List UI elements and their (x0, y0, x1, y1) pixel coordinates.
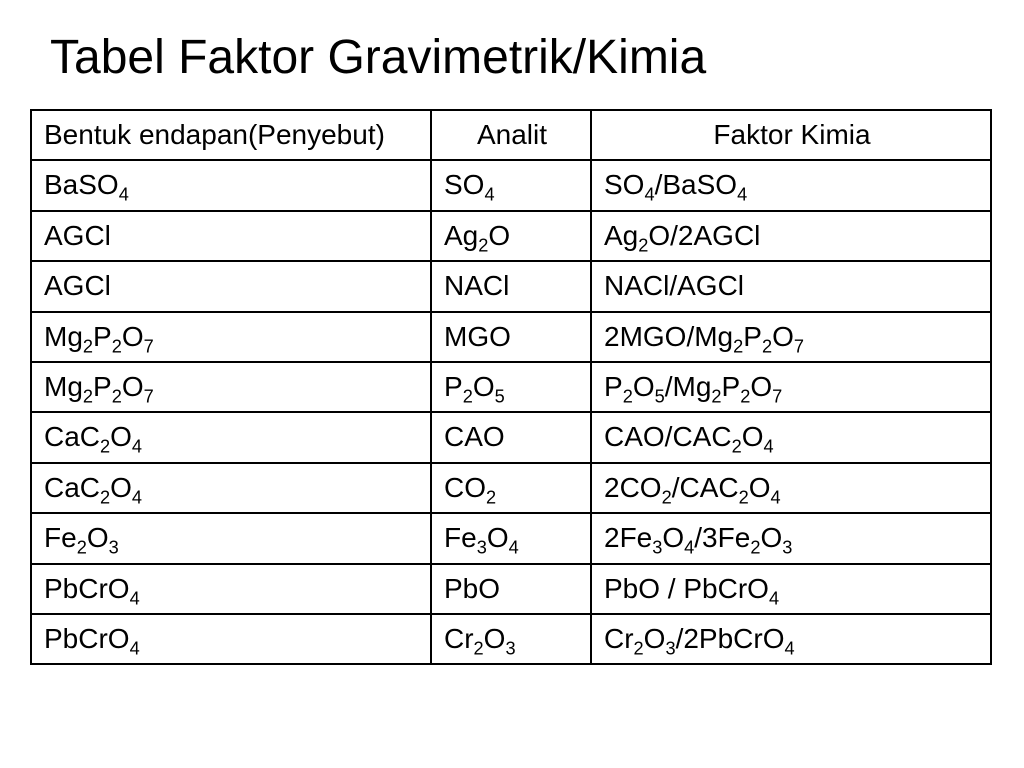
table-row: CaC2O4CAOCAO/CAC2O4 (31, 412, 991, 462)
cell-endapan: AGCl (31, 211, 431, 261)
cell-faktor: SO4/BaSO4 (591, 160, 991, 210)
cell-faktor: PbO / PbCrO4 (591, 564, 991, 614)
cell-analit: NACl (431, 261, 591, 311)
cell-endapan: PbCrO4 (31, 564, 431, 614)
cell-analit: CO2 (431, 463, 591, 513)
cell-analit: SO4 (431, 160, 591, 210)
table-row: BaSO4SO4SO4/BaSO4 (31, 160, 991, 210)
cell-endapan: AGCl (31, 261, 431, 311)
cell-endapan: CaC2O4 (31, 463, 431, 513)
cell-faktor: Ag2O/2AGCl (591, 211, 991, 261)
cell-endapan: Fe2O3 (31, 513, 431, 563)
cell-endapan: CaC2O4 (31, 412, 431, 462)
col-header-faktor: Faktor Kimia (591, 110, 991, 160)
cell-analit: PbO (431, 564, 591, 614)
table-row: CaC2O4CO22CO2/CAC2O4 (31, 463, 991, 513)
table-body: BaSO4SO4SO4/BaSO4AGClAg2OAg2O/2AGClAGClN… (31, 160, 991, 664)
cell-endapan: PbCrO4 (31, 614, 431, 664)
col-header-analit: Analit (431, 110, 591, 160)
cell-endapan: Mg2P2O7 (31, 312, 431, 362)
cell-endapan: Mg2P2O7 (31, 362, 431, 412)
col-header-endapan: Bentuk endapan(Penyebut) (31, 110, 431, 160)
table-row: AGClAg2OAg2O/2AGCl (31, 211, 991, 261)
cell-analit: Cr2O3 (431, 614, 591, 664)
cell-analit: Ag2O (431, 211, 591, 261)
cell-analit: CAO (431, 412, 591, 462)
table-row: Fe2O3Fe3O42Fe3O4/3Fe2O3 (31, 513, 991, 563)
cell-endapan: BaSO4 (31, 160, 431, 210)
cell-analit: MGO (431, 312, 591, 362)
table-row: AGClNAClNACl/AGCl (31, 261, 991, 311)
cell-faktor: Cr2O3/2PbCrO4 (591, 614, 991, 664)
page: Tabel Faktor Gravimetrik/Kimia Bentuk en… (0, 0, 1024, 665)
cell-analit: P2O5 (431, 362, 591, 412)
table-header-row: Bentuk endapan(Penyebut) Analit Faktor K… (31, 110, 991, 160)
table-row: Mg2P2O7MGO2MGO/Mg2P2O7 (31, 312, 991, 362)
gravimetric-table: Bentuk endapan(Penyebut) Analit Faktor K… (30, 109, 992, 665)
cell-faktor: 2CO2/CAC2O4 (591, 463, 991, 513)
cell-analit: Fe3O4 (431, 513, 591, 563)
table-row: PbCrO4Cr2O3Cr2O3/2PbCrO4 (31, 614, 991, 664)
cell-faktor: 2MGO/Mg2P2O7 (591, 312, 991, 362)
cell-faktor: CAO/CAC2O4 (591, 412, 991, 462)
table-row: PbCrO4PbOPbO / PbCrO4 (31, 564, 991, 614)
cell-faktor: P2O5/Mg2P2O7 (591, 362, 991, 412)
page-title: Tabel Faktor Gravimetrik/Kimia (50, 30, 994, 85)
cell-faktor: NACl/AGCl (591, 261, 991, 311)
table-row: Mg2P2O7P2O5P2O5/Mg2P2O7 (31, 362, 991, 412)
cell-faktor: 2Fe3O4/3Fe2O3 (591, 513, 991, 563)
